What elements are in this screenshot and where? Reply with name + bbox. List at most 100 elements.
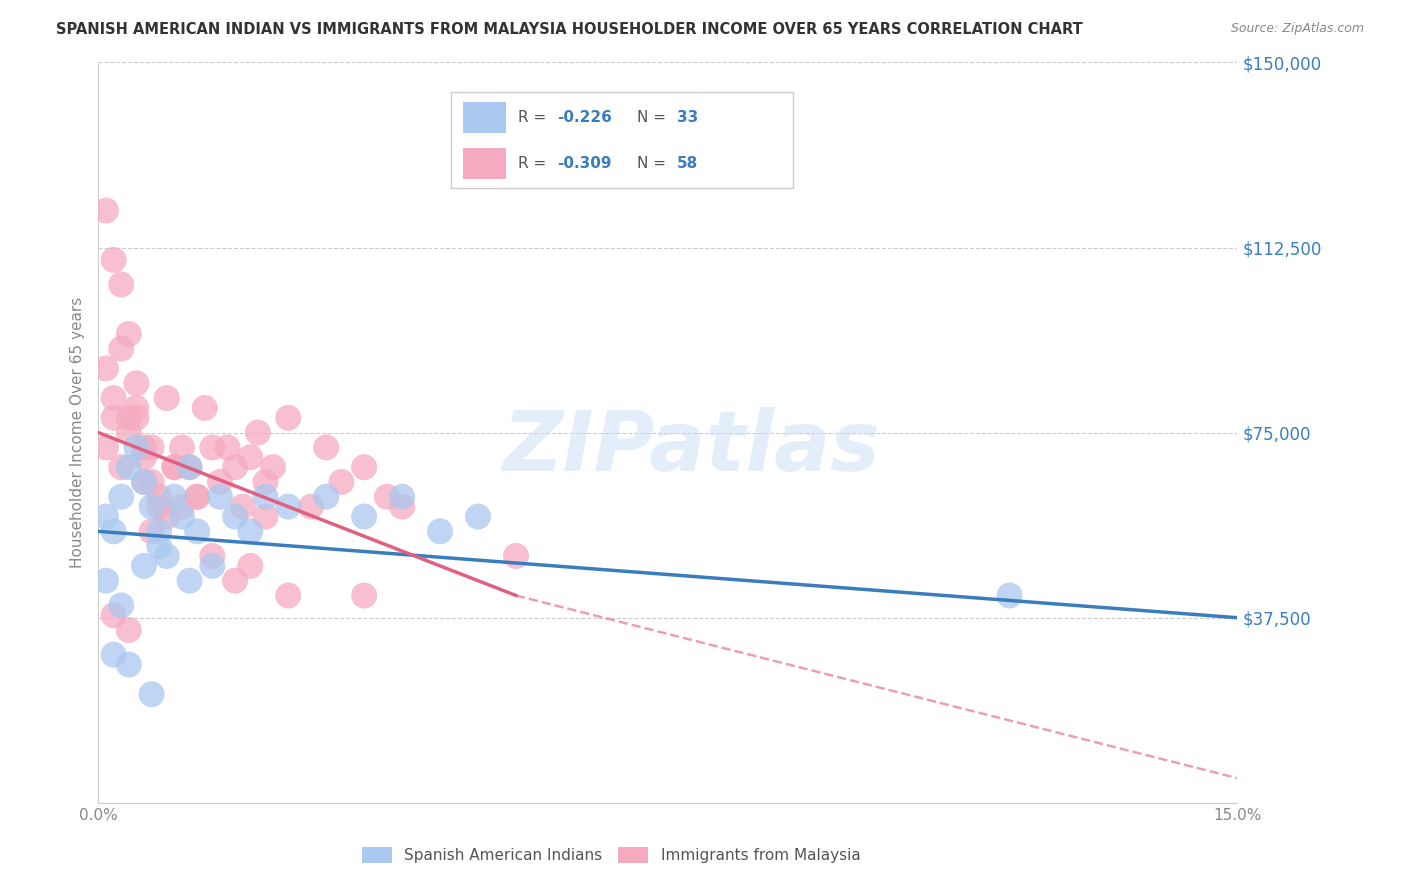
Point [132,441,155,455]
Legend: Spanish American Indians, Immigrants from Malaysia: Spanish American Indians, Immigrants fro… [356,841,866,869]
Point [163,490,186,504]
Point [353,589,375,603]
Point [118,326,141,341]
Point [163,460,186,475]
FancyBboxPatch shape [463,102,506,133]
Text: ZIPatlas: ZIPatlas [502,407,880,488]
Point [254,475,277,489]
Text: R =: R = [517,156,551,171]
Point [429,524,451,539]
Point [201,549,224,563]
Point [132,475,155,489]
Point [299,500,322,514]
Point [179,460,201,475]
Point [315,441,337,455]
Point [170,441,193,455]
Point [201,441,224,455]
Point [186,524,208,539]
Point [103,252,125,267]
FancyBboxPatch shape [451,92,793,188]
Text: 58: 58 [676,156,699,171]
Point [353,509,375,524]
Point [148,524,170,539]
Point [103,410,125,425]
Point [246,425,269,440]
Point [315,490,337,504]
Text: -0.309: -0.309 [557,156,612,171]
Point [156,391,179,405]
Point [239,558,262,573]
Point [125,376,148,391]
Point [103,391,125,405]
Point [110,277,132,292]
Point [94,441,117,455]
Text: 33: 33 [676,110,699,125]
Point [118,657,141,672]
Point [224,574,246,588]
Point [277,410,299,425]
Point [132,450,155,465]
Point [194,401,217,415]
Point [186,490,208,504]
Point [467,509,489,524]
Point [277,589,299,603]
Text: R =: R = [517,110,551,125]
Point [239,524,262,539]
Text: Source: ZipAtlas.com: Source: ZipAtlas.com [1230,22,1364,36]
Point [170,500,193,514]
Point [208,475,231,489]
Point [156,549,179,563]
Point [170,509,193,524]
Point [239,450,262,465]
Point [141,500,163,514]
Point [110,599,132,613]
Point [186,490,208,504]
Point [391,490,413,504]
Point [375,490,398,504]
Point [254,490,277,504]
FancyBboxPatch shape [463,148,506,179]
Point [141,524,163,539]
Point [110,342,132,356]
Point [163,460,186,475]
Point [94,203,117,218]
Point [232,500,254,514]
Point [94,509,117,524]
Point [103,608,125,623]
Point [141,475,163,489]
Point [208,490,231,504]
Point [118,460,141,475]
Text: N =: N = [637,156,671,171]
Point [132,558,155,573]
Point [148,500,170,514]
Point [505,549,527,563]
Point [148,490,170,504]
Point [330,475,353,489]
Point [156,509,179,524]
Text: SPANISH AMERICAN INDIAN VS IMMIGRANTS FROM MALAYSIA HOUSEHOLDER INCOME OVER 65 Y: SPANISH AMERICAN INDIAN VS IMMIGRANTS FR… [56,22,1083,37]
Point [179,574,201,588]
Point [110,460,132,475]
Point [224,509,246,524]
Point [141,687,163,701]
Point [391,500,413,514]
Point [141,441,163,455]
Point [998,589,1021,603]
Point [217,441,239,455]
Point [94,361,117,376]
Text: N =: N = [637,110,671,125]
Point [125,441,148,455]
Point [179,460,201,475]
Point [103,648,125,662]
Point [132,475,155,489]
Point [148,539,170,553]
Text: -0.226: -0.226 [557,110,612,125]
Point [94,574,117,588]
Point [201,558,224,573]
Point [118,425,141,440]
Point [262,460,284,475]
Point [254,509,277,524]
Point [103,524,125,539]
Y-axis label: Householder Income Over 65 years: Householder Income Over 65 years [69,297,84,568]
Point [277,500,299,514]
